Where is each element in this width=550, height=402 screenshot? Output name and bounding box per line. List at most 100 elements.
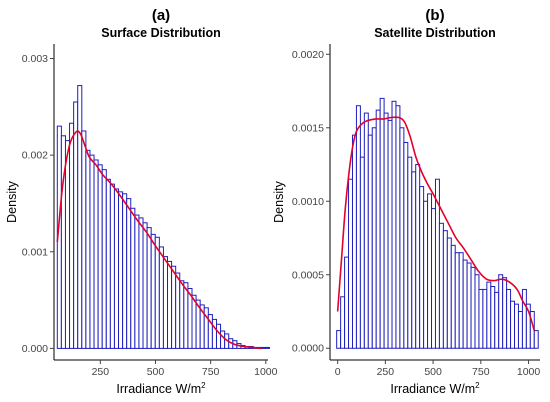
density-curve <box>56 130 262 350</box>
x-tick-label: 1000 <box>254 366 278 378</box>
histogram-bar <box>183 282 189 349</box>
histogram-bar <box>533 330 539 349</box>
histogram-bar <box>486 281 492 349</box>
x-tick-label: 250 <box>92 366 110 378</box>
y-tick-label: 0.000 <box>22 343 48 355</box>
chart-title: Satellite Distribution <box>374 26 496 40</box>
histogram-bar <box>105 178 111 349</box>
histogram-bar <box>73 101 79 349</box>
histogram-bar <box>446 237 452 349</box>
histogram-bar <box>415 164 421 349</box>
histogram-bars <box>56 85 271 349</box>
histogram-bar <box>379 97 385 349</box>
histogram-bar <box>130 207 136 349</box>
histogram-bar <box>146 227 152 349</box>
histogram-bar <box>399 127 405 349</box>
y-tick-label: 0.003 <box>22 53 48 65</box>
histogram-bar <box>81 130 87 349</box>
histogram-bar <box>113 188 120 349</box>
histogram-bar <box>171 265 177 349</box>
histogram-bar <box>521 288 527 349</box>
histogram-bar <box>215 323 222 349</box>
y-tick-label: 0.002 <box>22 150 48 162</box>
histogram-bar <box>462 259 468 349</box>
histogram-bar <box>142 222 148 349</box>
y-tick-label: 0.0015 <box>292 122 324 134</box>
histogram-bar <box>211 318 217 349</box>
histogram-bar <box>490 286 496 349</box>
histogram-bar <box>510 300 516 349</box>
histogram-bar <box>482 288 488 349</box>
histogram-bar <box>387 119 393 349</box>
histogram-bar <box>411 171 417 349</box>
histogram-bar <box>351 134 357 349</box>
histogram-bar <box>264 346 271 349</box>
chart-title: Surface Distribution <box>101 26 220 40</box>
histogram-bar <box>158 246 164 349</box>
panel-label: (b) <box>425 7 444 24</box>
histogram-bar <box>109 183 115 349</box>
x-tick-label: 1000 <box>517 366 541 378</box>
histogram-bar <box>431 208 436 349</box>
x-tick-label: 250 <box>377 366 395 378</box>
y-tick-label: 0.001 <box>22 246 48 258</box>
histogram-bar <box>506 288 512 349</box>
histogram-bar <box>175 272 181 349</box>
y-tick-label: 0.0020 <box>292 49 324 61</box>
y-tick-label: 0.0000 <box>292 343 324 355</box>
histogram-bar <box>126 198 132 349</box>
histogram-bar <box>77 85 83 349</box>
histogram-bar <box>375 109 381 349</box>
histogram-bar <box>423 200 429 349</box>
histogram-bar <box>363 112 369 349</box>
histogram-bar <box>498 274 504 349</box>
x-axis-title: Irradiance W/m2 <box>390 381 480 396</box>
density-curve <box>336 116 536 331</box>
histogram-bar <box>391 100 397 349</box>
x-tick-label: 500 <box>147 366 165 378</box>
histogram-bar <box>514 303 519 349</box>
histogram-bar <box>122 193 128 349</box>
histogram-bar <box>162 256 169 349</box>
histogram-bar <box>64 140 71 349</box>
histogram-bar <box>260 346 266 349</box>
histogram-bar <box>438 222 444 349</box>
histogram-bar <box>403 141 409 349</box>
histogram-bar <box>367 134 373 349</box>
histogram-bar <box>355 105 361 349</box>
histogram-bar <box>470 266 476 349</box>
histogram-bar <box>502 277 508 349</box>
histogram-bar <box>118 191 124 349</box>
histogram-bar <box>89 154 95 349</box>
histogram-bar <box>93 159 99 349</box>
x-tick-label: 0 <box>335 366 341 378</box>
histogram-bar <box>336 330 342 349</box>
x-tick-label: 750 <box>472 366 490 378</box>
histogram-bar <box>383 112 389 349</box>
x-tick-label: 500 <box>424 366 442 378</box>
y-tick-label: 0.0010 <box>292 196 324 208</box>
chart-panel-b: (b) Satellite Distribution 0.0000 0.0005 0.0… <box>272 7 540 396</box>
x-tick-label: 750 <box>202 366 220 378</box>
histogram-bar <box>371 127 377 349</box>
histogram-bar <box>474 274 480 349</box>
histogram-bar <box>167 260 173 349</box>
histogram-bar <box>134 214 140 349</box>
histogram-bar <box>179 280 185 349</box>
histogram-bar <box>419 186 425 349</box>
y-tick-label: 0.0005 <box>292 269 324 281</box>
histogram-bar <box>454 252 460 349</box>
histogram-bar <box>69 122 75 349</box>
histogram-bar <box>150 233 156 349</box>
y-axis-title: Density <box>272 180 286 222</box>
histogram-bar <box>187 287 193 349</box>
histogram-bar <box>85 149 91 349</box>
x-axis-title: Irradiance W/m2 <box>116 381 206 396</box>
histogram-bar <box>450 244 456 349</box>
histogram-bar <box>154 236 160 349</box>
histogram-bar <box>220 330 226 349</box>
histogram-bar <box>348 178 353 349</box>
histogram-bar <box>359 156 365 349</box>
histogram-bar <box>395 105 401 349</box>
